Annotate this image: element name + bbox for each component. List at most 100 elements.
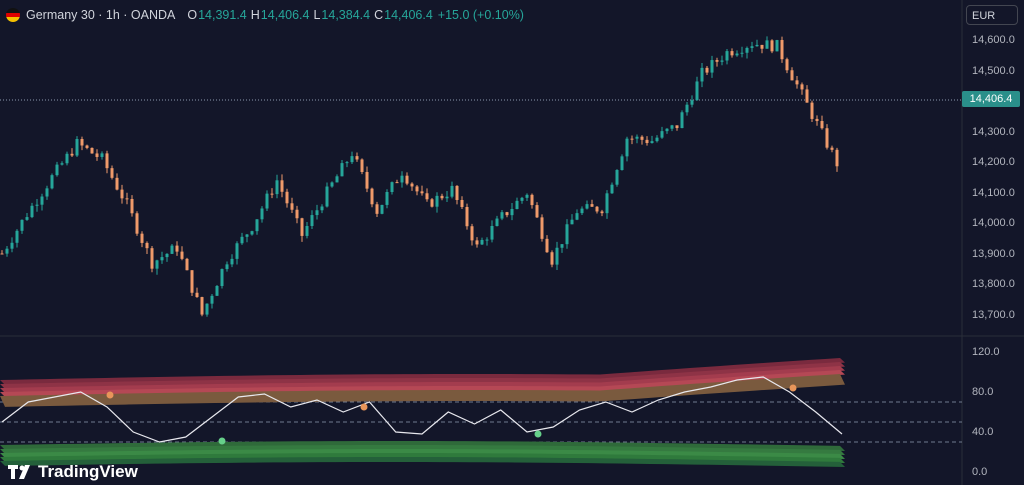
divergence-marker: [218, 437, 226, 445]
low-key: L: [313, 8, 321, 22]
candle-body: [810, 102, 814, 119]
candle-body: [10, 242, 14, 249]
candle-body: [455, 185, 459, 200]
candle-body: [795, 80, 799, 85]
candle-body: [545, 238, 549, 253]
open-value: 14,391.4: [198, 8, 247, 22]
oscillator-tick-label: 80.0: [972, 386, 994, 398]
candle-body: [325, 186, 329, 207]
candle-body: [25, 217, 29, 220]
candle-body: [620, 156, 624, 171]
candlesticks: [0, 36, 839, 317]
candle-body: [220, 269, 224, 286]
candle-body: [685, 104, 689, 113]
candle-body: [690, 100, 694, 105]
oscillator-tick-label: 40.0: [972, 426, 994, 438]
price-tick-label: 14,000.0: [972, 217, 1015, 229]
candle-body: [415, 186, 419, 192]
candle-body: [400, 175, 404, 183]
candle-body: [355, 156, 359, 160]
candle-body: [560, 244, 564, 248]
candle-body: [600, 211, 604, 214]
candle-body: [440, 195, 444, 199]
candle-body: [410, 183, 414, 187]
candle-body: [445, 196, 449, 199]
tradingview-logo[interactable]: TradingView: [8, 462, 138, 482]
candle-body: [490, 226, 494, 240]
candle-body: [800, 84, 804, 90]
currency-label[interactable]: EUR: [966, 5, 1018, 25]
open-key: O: [187, 8, 198, 22]
candle-body: [540, 217, 544, 239]
candle-body: [135, 213, 139, 234]
close-key: C: [374, 8, 384, 22]
candle-body: [95, 153, 99, 157]
high-value: 14,406.4: [260, 8, 310, 22]
candle-body: [105, 153, 109, 169]
price-tick-label: 13,900.0: [972, 247, 1015, 260]
candle-body: [500, 212, 504, 219]
candle-body: [0, 253, 4, 255]
candle-body: [425, 193, 429, 200]
candle-body: [590, 204, 594, 207]
candle-body: [760, 44, 764, 49]
candle-body: [635, 136, 639, 139]
candle-body: [830, 147, 834, 150]
price-tick-label: 14,300.0: [972, 125, 1015, 138]
price-tick-label: 13,800.0: [972, 278, 1015, 290]
candle-body: [465, 206, 469, 227]
price-tick-label: 13,700.0: [972, 308, 1015, 321]
candle-body: [195, 292, 199, 298]
candle-body: [665, 128, 669, 132]
candle-body: [725, 51, 729, 61]
symbol-title[interactable]: Germany 30 · 1h · OANDA: [26, 8, 176, 22]
change-value: +15.0 (+0.10%): [437, 8, 524, 22]
candle-body: [310, 215, 314, 226]
candle-body: [505, 212, 509, 216]
candle-body: [70, 153, 74, 156]
candle-body: [535, 205, 539, 218]
candle-body: [605, 193, 609, 214]
candle-body: [140, 233, 144, 243]
candle-body: [660, 131, 664, 138]
candle-body: [90, 147, 94, 154]
candle-body: [100, 153, 104, 157]
candle-body: [285, 191, 289, 204]
candle-body: [125, 198, 129, 200]
candle-body: [670, 125, 674, 129]
candle-body: [170, 245, 174, 254]
upper-band: [0, 361, 845, 389]
candle-body: [155, 260, 159, 269]
candle-body: [230, 258, 234, 265]
candle-body: [85, 145, 89, 148]
candle-body: [320, 206, 324, 211]
candle-body: [50, 175, 54, 189]
candle-body: [260, 208, 264, 220]
candle-body: [290, 203, 294, 210]
candle-body: [720, 60, 724, 62]
candle-body: [60, 163, 64, 165]
candle-body: [165, 253, 169, 258]
divergence-marker: [789, 384, 797, 392]
candle-body: [525, 194, 529, 198]
germany-flag-icon: [6, 8, 20, 22]
candle-body: [265, 193, 269, 209]
candle-body: [40, 196, 44, 205]
candle-body: [530, 194, 534, 206]
chart-header: Germany 30 · 1h · OANDA O 14,391.4 H 14,40…: [6, 6, 524, 24]
candle-body: [150, 248, 154, 269]
candle-body: [280, 180, 284, 192]
candle-body: [625, 138, 629, 157]
candle-body: [655, 137, 659, 142]
high-key: H: [250, 8, 260, 22]
candle-body: [405, 175, 409, 184]
candle-body: [215, 285, 219, 296]
candle-body: [495, 218, 499, 227]
candle-body: [330, 182, 334, 187]
candle-body: [55, 164, 59, 176]
candle-body: [575, 213, 579, 220]
close-value: 14,406.4: [384, 8, 433, 22]
tradingview-logo-icon: [8, 465, 30, 479]
candle-body: [700, 67, 704, 82]
